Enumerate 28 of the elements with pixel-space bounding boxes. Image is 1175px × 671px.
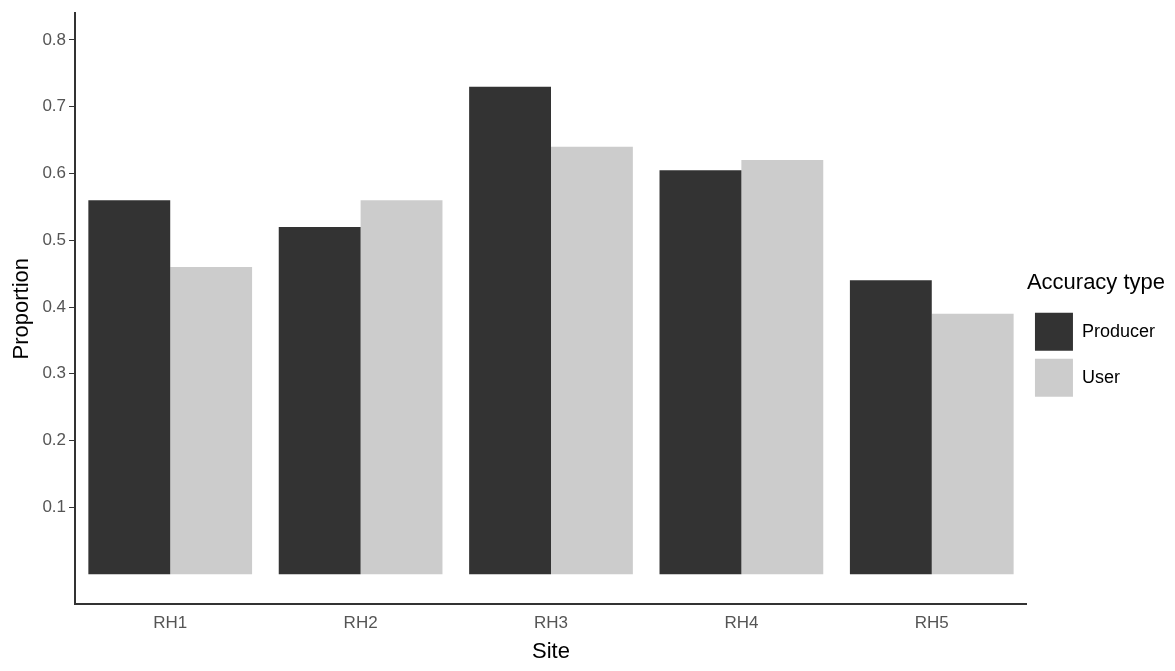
- y-tick-label: 0.7: [42, 96, 67, 116]
- x-tick-label: RH5: [914, 613, 949, 633]
- bar: [849, 280, 932, 575]
- bar: [278, 226, 361, 575]
- y-tick-label: 0.8: [42, 29, 67, 49]
- bar: [659, 170, 742, 575]
- x-tick-label: RH4: [724, 613, 759, 633]
- y-tick-label: 0.1: [42, 497, 67, 517]
- x-tick-label: RH3: [533, 613, 569, 633]
- legend-title: Accuracy type: [1026, 269, 1166, 295]
- x-tick-label: RH1: [153, 613, 188, 633]
- bar: [931, 313, 1014, 575]
- y-tick-label: 0.3: [42, 363, 67, 383]
- bar: [469, 86, 551, 575]
- x-tick-label: RH2: [343, 613, 378, 633]
- bar: [551, 146, 633, 575]
- y-tick-label: 0.6: [42, 163, 67, 183]
- y-tick-label: 0.5: [42, 229, 67, 249]
- bar: [88, 200, 171, 575]
- legend-label: User: [1081, 366, 1120, 387]
- bar: [170, 266, 253, 575]
- legend-label: Producer: [1081, 320, 1156, 341]
- bar: [741, 160, 824, 575]
- y-axis-title: Proportion: [8, 257, 34, 360]
- y-tick-label: 0.2: [42, 430, 67, 450]
- bar: [360, 200, 443, 575]
- y-tick-label: 0.4: [42, 296, 67, 316]
- x-axis-title: Site: [532, 637, 570, 663]
